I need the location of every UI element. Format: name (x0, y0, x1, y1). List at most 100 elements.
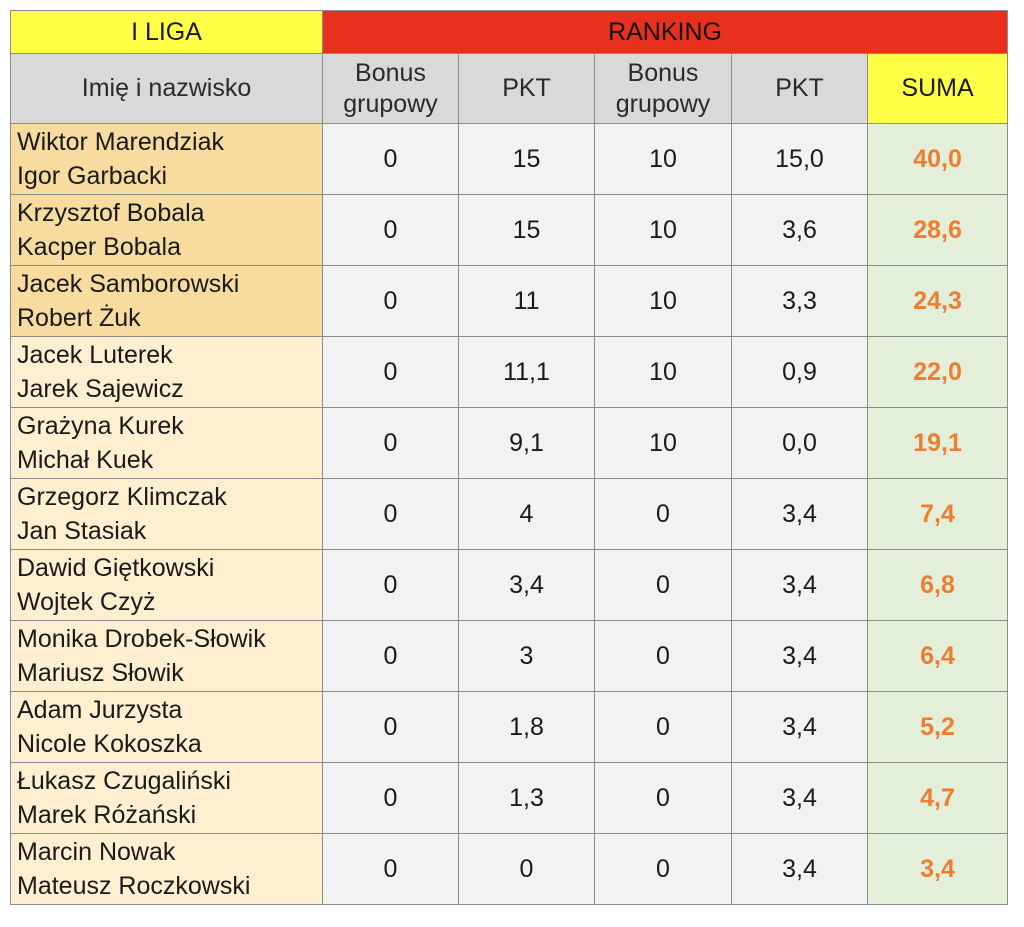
suma-cell: 28,6 (866, 194, 1009, 266)
team-names-cell: Adam Jurzysta Nicole Kokoszka (10, 691, 323, 763)
player-name: Marek Różański (17, 801, 197, 829)
bonus-cell-2: 10 (594, 194, 732, 266)
bonus-cell-2: 0 (594, 691, 732, 763)
pkt-cell-1: 11,1 (458, 336, 595, 408)
bonus-cell-2: 0 (594, 478, 732, 550)
player-name: Monika Drobek-Słowik (17, 625, 266, 653)
table-row: Jacek Luterek Jarek Sajewicz 0 11,1 10 0,9 22,… (10, 336, 1009, 408)
pkt-cell-1: 1,3 (458, 762, 595, 834)
bonus-cell-2: 0 (594, 549, 732, 621)
suma-cell: 7,4 (866, 478, 1009, 550)
bonus-cell-1: 0 (322, 407, 459, 479)
player-name: Jacek Samborowski (17, 270, 240, 298)
suma-cell: 6,8 (866, 549, 1009, 621)
table-row: Łukasz Czugaliński Marek Różański 0 1,3 0 3,4… (10, 762, 1009, 834)
suma-cell: 40,0 (866, 123, 1009, 195)
table-row: Wiktor Marendziak Igor Garbacki 0 15 10 15,0 4… (10, 123, 1009, 195)
bonus-header-line1: Bonus (627, 58, 699, 87)
name-column-header: Imię i nazwisko (10, 53, 323, 124)
bonus-header-line2: grupowy (343, 89, 438, 118)
bonus-cell-1: 0 (322, 265, 459, 337)
bonus-cell-2: 10 (594, 123, 732, 195)
suma-column-header: SUMA (866, 53, 1009, 124)
player-name: Łukasz Czugaliński (17, 767, 231, 795)
bonus-cell-2: 0 (594, 762, 732, 834)
player-name: Wiktor Marendziak (17, 128, 224, 156)
pkt-cell-1: 0 (458, 833, 595, 905)
table-row: Jacek Samborowski Robert Żuk 0 11 10 3,3 24,3 (10, 265, 1009, 337)
player-name: Jan Stasiak (17, 517, 147, 545)
bonus-column-header-2: Bonus grupowy (594, 53, 732, 124)
player-name: Mateusz Roczkowski (17, 872, 251, 900)
bonus-cell-1: 0 (322, 336, 459, 408)
pkt-cell-2: 15,0 (731, 123, 868, 195)
bonus-cell-1: 0 (322, 691, 459, 763)
bonus-cell-2: 10 (594, 265, 732, 337)
bonus-cell-2: 0 (594, 620, 732, 692)
pkt-cell-1: 15 (458, 194, 595, 266)
pkt-cell-2: 0,0 (731, 407, 868, 479)
pkt-cell-2: 3,4 (731, 762, 868, 834)
team-names-cell: Grzegorz Klimczak Jan Stasiak (10, 478, 323, 550)
suma-cell: 24,3 (866, 265, 1009, 337)
player-name: Jarek Sajewicz (17, 375, 184, 403)
pkt-cell-1: 11 (458, 265, 595, 337)
pkt-cell-2: 3,3 (731, 265, 868, 337)
team-names-cell: Monika Drobek-Słowik Mariusz Słowik (10, 620, 323, 692)
bonus-cell-1: 0 (322, 833, 459, 905)
table-row: Grzegorz Klimczak Jan Stasiak 0 4 0 3,4 7,4 (10, 478, 1009, 550)
column-header-row: Imię i nazwisko Bonus grupowy PKT Bonus … (10, 53, 1009, 124)
bonus-cell-1: 0 (322, 620, 459, 692)
player-name: Nicole Kokoszka (17, 730, 202, 758)
pkt-cell-1: 9,1 (458, 407, 595, 479)
suma-cell: 19,1 (866, 407, 1009, 479)
ranking-table: I LIGA RANKING Imię i nazwisko Bonus gru… (10, 10, 1009, 905)
team-names-cell: Dawid Giętkowski Wojtek Czyż (10, 549, 323, 621)
pkt-cell-2: 3,4 (731, 833, 868, 905)
team-names-cell: Jacek Luterek Jarek Sajewicz (10, 336, 323, 408)
pkt-cell-1: 3 (458, 620, 595, 692)
pkt-cell-1: 15 (458, 123, 595, 195)
pkt-cell-2: 3,4 (731, 478, 868, 550)
table-row: Dawid Giętkowski Wojtek Czyż 0 3,4 0 3,4 6,8 (10, 549, 1009, 621)
suma-cell: 6,4 (866, 620, 1009, 692)
table-row: Adam Jurzysta Nicole Kokoszka 0 1,8 0 3,4 5,2 (10, 691, 1009, 763)
team-names-cell: Krzysztof Bobala Kacper Bobala (10, 194, 323, 266)
bonus-header-line1: Bonus (355, 58, 426, 87)
title-row: I LIGA RANKING (10, 10, 1009, 54)
player-name: Michał Kuek (17, 446, 154, 474)
player-name: Igor Garbacki (17, 162, 168, 190)
player-name: Grzegorz Klimczak (17, 483, 227, 511)
bonus-cell-1: 0 (322, 762, 459, 834)
table-row: Marcin Nowak Mateusz Roczkowski 0 0 0 3,4 3,4 (10, 833, 1009, 905)
pkt-cell-1: 4 (458, 478, 595, 550)
ranking-title: RANKING (321, 10, 1009, 54)
pkt-cell-2: 3,6 (731, 194, 868, 266)
table-body: Wiktor Marendziak Igor Garbacki 0 15 10 15,0 4… (10, 123, 1009, 905)
table-row: Krzysztof Bobala Kacper Bobala 0 15 10 3,6 28,… (10, 194, 1009, 266)
pkt-cell-1: 3,4 (458, 549, 595, 621)
team-names-cell: Marcin Nowak Mateusz Roczkowski (10, 833, 323, 905)
pkt-cell-2: 0,9 (731, 336, 868, 408)
pkt-column-header-2: PKT (731, 53, 868, 124)
player-name: Wojtek Czyż (17, 588, 156, 616)
bonus-cell-1: 0 (322, 549, 459, 621)
team-names-cell: Łukasz Czugaliński Marek Różański (10, 762, 323, 834)
table-row: Grażyna Kurek Michał Kuek 0 9,1 10 0,0 19,1 (10, 407, 1009, 479)
player-name: Marcin Nowak (17, 838, 176, 866)
player-name: Dawid Giętkowski (17, 554, 215, 582)
player-name: Grażyna Kurek (17, 412, 184, 440)
suma-cell: 22,0 (866, 336, 1009, 408)
pkt-cell-2: 3,4 (731, 549, 868, 621)
suma-cell: 4,7 (866, 762, 1009, 834)
suma-cell: 5,2 (866, 691, 1009, 763)
league-title: I LIGA (10, 10, 323, 54)
pkt-cell-2: 3,4 (731, 620, 868, 692)
suma-cell: 3,4 (866, 833, 1009, 905)
bonus-cell-2: 10 (594, 336, 732, 408)
bonus-cell-2: 0 (594, 833, 732, 905)
bonus-cell-1: 0 (322, 123, 459, 195)
player-name: Robert Żuk (17, 304, 141, 332)
player-name: Mariusz Słowik (17, 659, 184, 687)
bonus-cell-2: 10 (594, 407, 732, 479)
